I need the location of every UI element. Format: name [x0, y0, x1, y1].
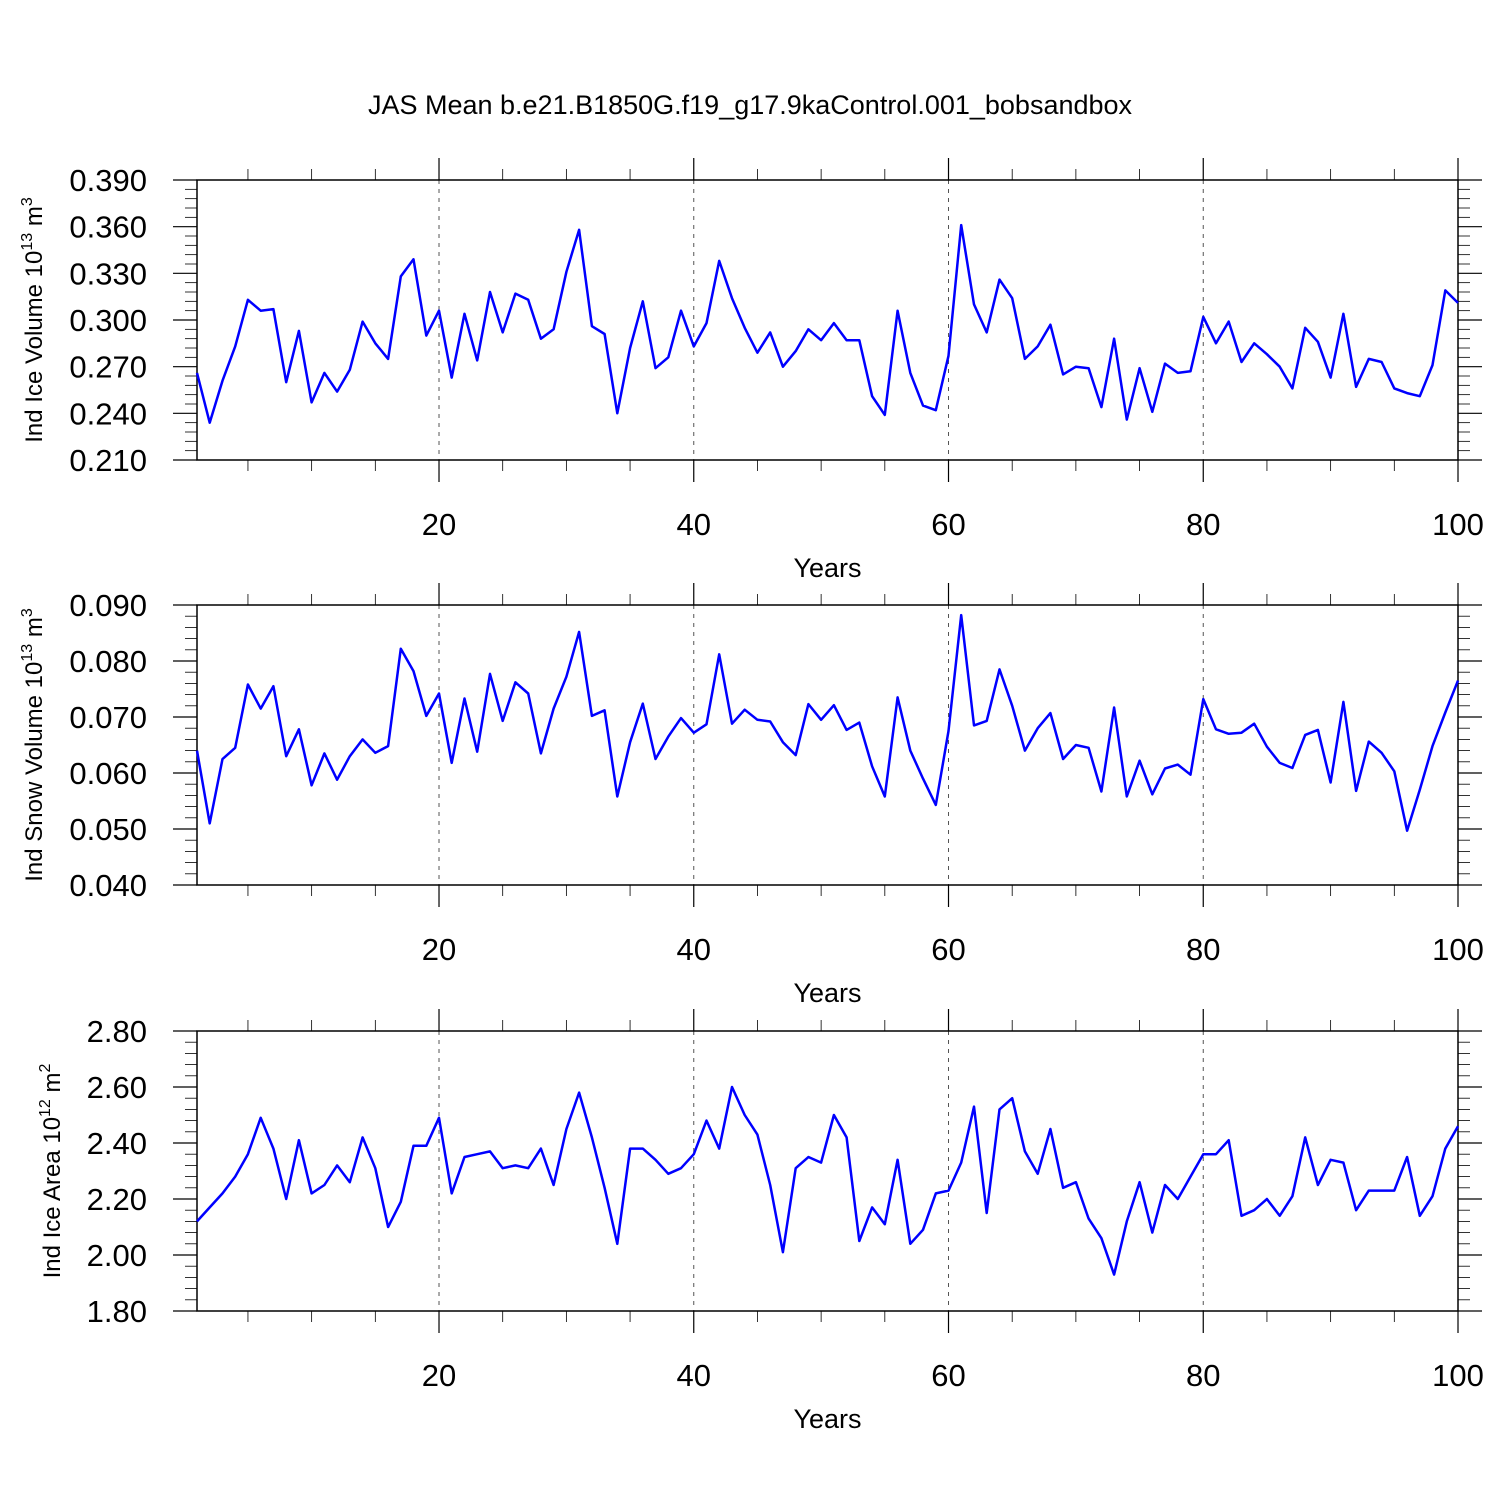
- x-tick-label: 60: [931, 1358, 965, 1393]
- x-tick-label: 40: [677, 932, 711, 967]
- y-tick-label: 2.40: [87, 1126, 147, 1161]
- y-tick-label: 0.360: [69, 210, 147, 245]
- y-tick-label: 2.20: [87, 1182, 147, 1217]
- y-tick-label: 1.80: [87, 1294, 147, 1329]
- x-tick-label: 40: [677, 1358, 711, 1393]
- y-axis-label: Ind Ice Volume 1013 m3: [19, 197, 48, 443]
- y-tick-label: 0.090: [69, 588, 147, 623]
- plot-frame: [196, 604, 1459, 886]
- chart-panel-1: 0.210 0.240 0.270 0.300 0.330 0.360 0.390 20 40 6…: [19, 158, 1484, 583]
- y-tick-label: 0.070: [69, 700, 147, 735]
- series-line: [195, 223, 1459, 424]
- y-tick-label: 2.80: [87, 1014, 147, 1049]
- x-tick-label: 60: [931, 507, 965, 542]
- y-tick-label: 0.050: [69, 812, 147, 847]
- y-tick-label: 0.210: [69, 443, 147, 478]
- y-tick-label: 0.270: [69, 350, 147, 385]
- y-tick-label: 0.390: [69, 163, 147, 198]
- x-axis-label: Years: [793, 553, 861, 583]
- x-tick-label: 80: [1186, 507, 1220, 542]
- y-axis-label: Ind Snow Volume 1013 m3: [19, 608, 48, 882]
- x-axis-label: Years: [793, 1404, 861, 1434]
- y-tick-label: 2.60: [87, 1070, 147, 1105]
- x-tick-label: 60: [931, 932, 965, 967]
- chart-panel-3: 1.80 2.00 2.20 2.40 2.60 2.80 20 40 60 80 100 Years…: [37, 1009, 1484, 1434]
- panels: 0.210 0.240 0.270 0.300 0.330 0.360 0.390 20 40 6…: [19, 158, 1484, 1434]
- figure-title: JAS Mean b.e21.B1850G.f19_g17.9kaControl…: [368, 90, 1133, 120]
- y-tick-label: 0.240: [69, 396, 147, 431]
- x-tick-label: 80: [1186, 932, 1220, 967]
- x-tick-label: 80: [1186, 1358, 1220, 1393]
- x-tick-label: 20: [422, 1358, 456, 1393]
- series-line: [196, 1085, 1460, 1276]
- y-axis-label: Ind Ice Area 1012 m2: [37, 1063, 66, 1278]
- x-tick-label: 100: [1432, 1358, 1484, 1393]
- y-tick-label: 0.300: [69, 303, 147, 338]
- plot-frame: [196, 179, 1459, 461]
- plot-frame: [196, 1030, 1459, 1312]
- x-tick-label: 20: [422, 507, 456, 542]
- x-tick-label: 100: [1432, 932, 1484, 967]
- y-tick-label: 0.040: [69, 868, 147, 903]
- y-tick-label: 0.060: [69, 756, 147, 791]
- x-tick-label: 20: [422, 932, 456, 967]
- x-axis-label: Years: [793, 978, 861, 1008]
- series-line: [195, 613, 1460, 832]
- x-tick-label: 40: [677, 507, 711, 542]
- y-tick-label: 2.00: [87, 1238, 147, 1273]
- y-tick-label: 0.330: [69, 256, 147, 291]
- y-tick-label: 0.080: [69, 644, 147, 679]
- x-tick-label: 100: [1432, 507, 1484, 542]
- chart-panel-2: 0.040 0.050 0.060 0.070 0.080 0.090 20 40 60 80 10…: [19, 583, 1484, 1008]
